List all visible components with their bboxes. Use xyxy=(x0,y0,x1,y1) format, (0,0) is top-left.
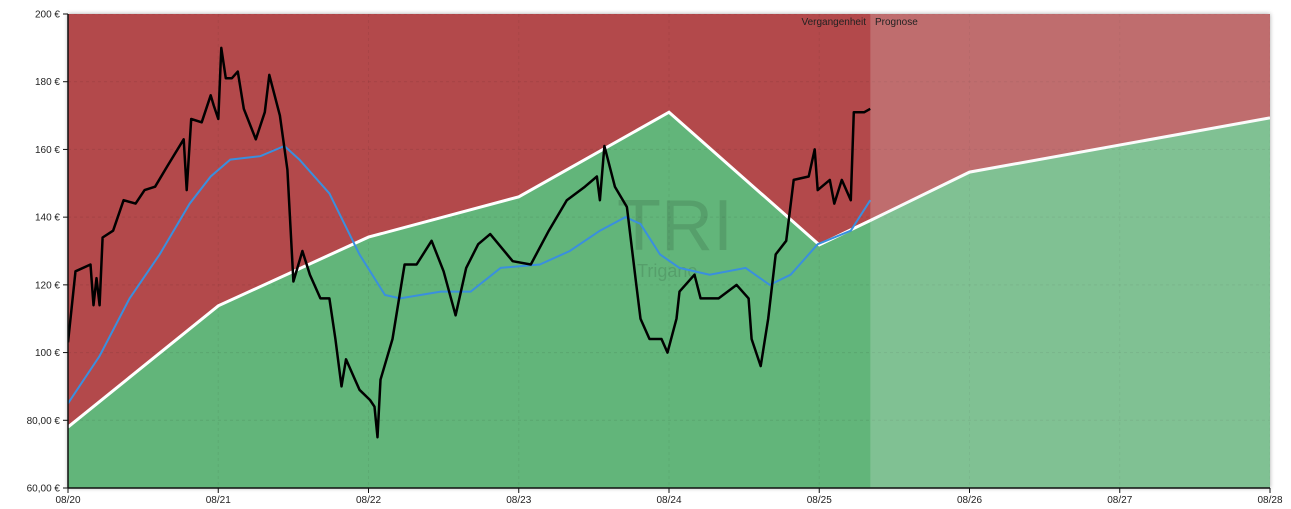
x-tick-label: 08/28 xyxy=(1257,495,1282,506)
region-label-past: Vergangenheit xyxy=(801,17,866,28)
region-label-forecast: Prognose xyxy=(875,17,918,28)
x-tick-label: 08/25 xyxy=(807,495,832,506)
x-tick-label: 08/21 xyxy=(206,495,231,506)
watermark-ticker: TRI xyxy=(617,186,733,266)
y-tick-label: 100 € xyxy=(35,348,60,359)
x-tick-label: 08/22 xyxy=(356,495,381,506)
x-tick-label: 08/26 xyxy=(957,495,982,506)
fair-value-line xyxy=(68,110,871,429)
x-tick-label: 08/23 xyxy=(506,495,531,506)
y-tick-label: 180 € xyxy=(35,77,60,88)
x-tick-label: 08/20 xyxy=(55,495,80,506)
below-fair-value-area xyxy=(68,112,1270,488)
moving-average-line xyxy=(68,144,872,404)
watermark-name: Trigano xyxy=(637,261,697,281)
x-tick-label: 08/27 xyxy=(1107,495,1132,506)
y-tick-label: 60,00 € xyxy=(27,484,61,495)
x-tick-label: 08/24 xyxy=(656,495,681,506)
forecast-region xyxy=(870,14,1270,488)
fair-value-forecast-line xyxy=(869,116,1270,222)
y-tick-label: 140 € xyxy=(35,213,60,224)
y-tick-label: 80,00 € xyxy=(27,416,61,427)
price-line xyxy=(68,46,871,439)
y-tick-label: 160 € xyxy=(35,145,60,156)
y-tick-label: 120 € xyxy=(35,280,60,291)
y-tick-label: 200 € xyxy=(35,10,60,21)
